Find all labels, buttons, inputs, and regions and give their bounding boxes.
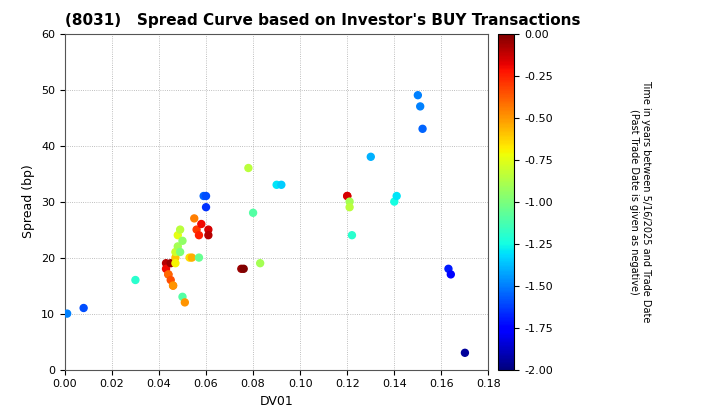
Point — [341, 193, 353, 199]
Point — [163, 271, 174, 278]
Point — [200, 204, 212, 210]
Point — [167, 282, 179, 289]
Point — [196, 220, 207, 227]
Point — [165, 277, 176, 284]
X-axis label: DV01: DV01 — [260, 395, 294, 408]
Point — [186, 254, 198, 261]
Point — [193, 232, 204, 239]
Point — [200, 193, 212, 199]
Point — [243, 165, 254, 171]
Y-axis label: Time in years between 5/16/2025 and Trade Date
(Past Trade Date is given as nega: Time in years between 5/16/2025 and Trad… — [629, 80, 651, 323]
Point — [198, 193, 210, 199]
Point — [248, 210, 259, 216]
Point — [445, 271, 456, 278]
Point — [417, 126, 428, 132]
Point — [163, 271, 174, 278]
Point — [415, 103, 426, 110]
Point — [172, 232, 184, 239]
Point — [61, 310, 73, 317]
Point — [165, 260, 176, 267]
Point — [167, 282, 179, 289]
Point — [184, 254, 195, 261]
Point — [238, 265, 249, 272]
Point — [179, 299, 191, 306]
Y-axis label: Spread (bp): Spread (bp) — [22, 165, 35, 239]
Point — [174, 226, 186, 233]
Point — [365, 153, 377, 160]
Point — [161, 260, 172, 267]
Point — [254, 260, 266, 267]
Point — [412, 92, 423, 99]
Point — [130, 277, 141, 284]
Point — [176, 237, 188, 244]
Point — [170, 260, 181, 267]
Point — [202, 226, 214, 233]
Point — [172, 243, 184, 250]
Point — [235, 265, 247, 272]
Point — [78, 304, 89, 311]
Point — [189, 215, 200, 222]
Point — [191, 226, 202, 233]
Point — [174, 249, 186, 255]
Point — [459, 349, 471, 356]
Point — [170, 254, 181, 261]
Point — [202, 232, 214, 239]
Point — [170, 249, 181, 255]
Point — [193, 254, 204, 261]
Point — [176, 294, 188, 300]
Point — [346, 232, 358, 239]
Point — [271, 181, 282, 188]
Point — [341, 193, 353, 199]
Point — [276, 181, 287, 188]
Point — [161, 265, 172, 272]
Point — [344, 198, 356, 205]
Point — [443, 265, 454, 272]
Point — [389, 198, 400, 205]
Point — [344, 204, 356, 210]
Point — [391, 193, 402, 199]
Text: (8031)   Spread Curve based on Investor's BUY Transactions: (8031) Spread Curve based on Investor's … — [65, 13, 580, 28]
